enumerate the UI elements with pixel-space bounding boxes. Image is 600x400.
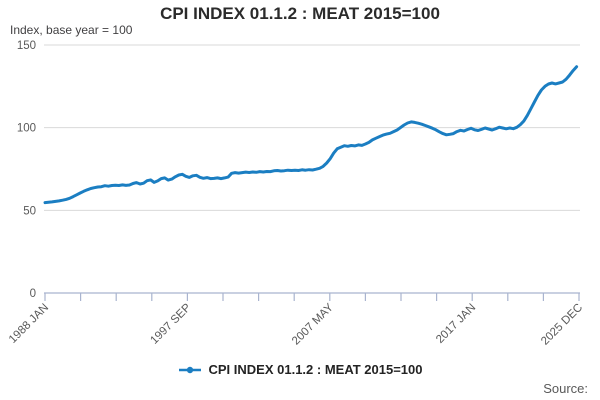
x-tick-label: 2025 DEC (539, 302, 585, 348)
x-tick-label: 2017 JAN (434, 302, 478, 346)
x-tick-label: 1988 JAN (7, 302, 51, 346)
y-tick-label: 50 (23, 205, 36, 217)
x-tick-label: 2007 MAY (290, 301, 336, 347)
legend-line-marker-icon (178, 366, 201, 373)
x-tick-label: 1997 SEP (148, 301, 193, 346)
legend-series-label: CPI INDEX 01.1.2 : MEAT 2015=100 (208, 362, 423, 377)
y-tick-label: 100 (17, 123, 36, 135)
legend: CPI INDEX 01.1.2 : MEAT 2015=100 (0, 362, 600, 377)
y-tick-label: 0 (30, 288, 36, 300)
chart-title: CPI INDEX 01.1.2 : MEAT 2015=100 (160, 4, 440, 23)
line-chart-plot: 0 50 100 150 1988 JAN 1997 SEP 2007 MAY 2017 JA… (7, 40, 585, 348)
y-tick-label: 150 (17, 40, 36, 52)
chart-subtitle: Index, base year = 100 (10, 23, 133, 37)
source-label: Source: (543, 381, 588, 396)
cpi-meat-series-line (43, 65, 579, 205)
